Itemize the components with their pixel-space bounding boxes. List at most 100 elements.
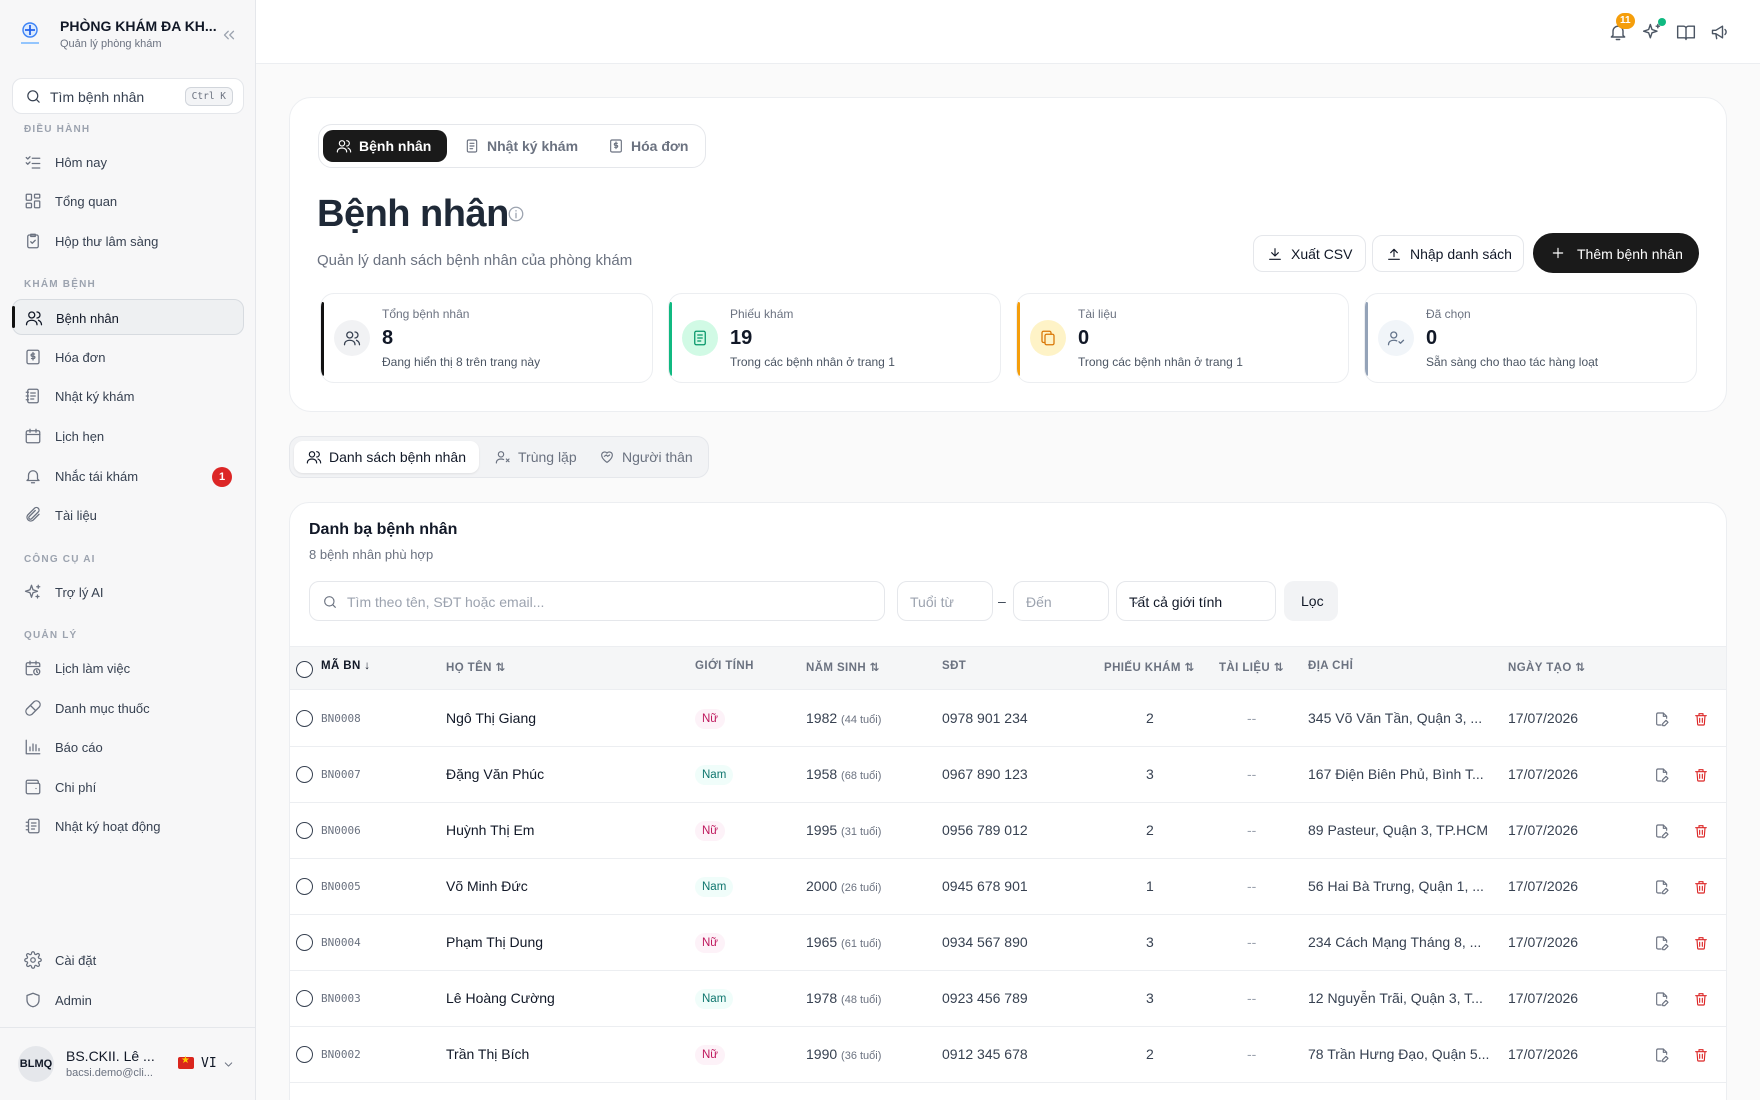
trash-icon[interactable] <box>1693 823 1709 839</box>
column-header-code[interactable]: MÃ BN ↓ <box>321 660 371 672</box>
edit-document-icon[interactable] <box>1654 711 1670 727</box>
sidebar-item-admin[interactable]: Admin <box>12 982 244 1018</box>
filter-button[interactable]: Lọc <box>1284 581 1338 621</box>
ai-sparkles-icon[interactable] <box>1642 22 1662 42</box>
sidebar-item-exam-log[interactable]: Nhật ký khám <box>12 378 244 414</box>
user-name[interactable]: BS.CKII. Lê ... <box>66 1048 155 1064</box>
tab-exam-log[interactable]: Nhật ký khám <box>451 130 591 162</box>
table-header <box>290 646 1726 690</box>
edit-document-icon[interactable] <box>1654 935 1670 951</box>
edit-document-icon[interactable] <box>1654 1047 1670 1063</box>
sidebar-item-today[interactable]: Hôm nay <box>12 144 244 180</box>
patient-name[interactable]: Trần Thị Bích <box>446 1046 530 1062</box>
edit-document-icon[interactable] <box>1654 879 1670 895</box>
birth-year: 1982 (44 tuổi) <box>806 710 881 726</box>
sidebar-item-label: Hộp thư lâm sàng <box>55 234 159 249</box>
tab-patient-list[interactable]: Danh sách bệnh nhân <box>294 441 479 473</box>
tab-patients[interactable]: Bệnh nhân <box>323 130 447 162</box>
sidebar-item-reports[interactable]: Báo cáo <box>12 729 244 765</box>
search-input[interactable]: Tìm theo tên, SĐT hoặc email... <box>309 581 885 621</box>
trash-icon[interactable] <box>1693 1047 1709 1063</box>
column-header-birth-year[interactable]: NĂM SINH ⇅ <box>806 662 880 674</box>
edit-document-icon[interactable] <box>1654 823 1670 839</box>
patient-code: BN0004 <box>321 936 361 949</box>
table-row[interactable] <box>290 747 1726 803</box>
sidebar-item-work-schedule[interactable]: Lịch làm việc <box>12 650 244 686</box>
column-header-documents[interactable]: TÀI LIỆU ⇅ <box>1219 662 1284 674</box>
patient-name[interactable]: Phạm Thị Dung <box>446 934 544 950</box>
wallet-icon <box>25 779 41 795</box>
row-checkbox[interactable] <box>296 766 313 783</box>
sidebar-item-follow-up-reminders[interactable]: Nhắc tái khám 1 <box>12 458 244 494</box>
avatar[interactable]: BLMQ <box>18 1046 54 1082</box>
document-count: -- <box>1247 766 1257 782</box>
table-row[interactable] <box>290 859 1726 915</box>
gender-badge: Nam <box>695 765 734 785</box>
language-switcher[interactable]: VI <box>178 1054 238 1074</box>
gender-badge: Nam <box>695 877 734 897</box>
trash-icon[interactable] <box>1693 879 1709 895</box>
sidebar-item-expenses[interactable]: Chi phí <box>12 769 244 805</box>
patient-name[interactable]: Huỳnh Thị Em <box>446 822 535 838</box>
gender-select[interactable]: Tất cả giới tính <box>1116 581 1276 621</box>
notification-count-badge: 11 <box>1616 13 1635 29</box>
tab-relatives[interactable]: Người thân <box>587 441 705 473</box>
patient-name[interactable]: Võ Minh Đức <box>446 878 528 894</box>
row-checkbox[interactable] <box>296 710 313 727</box>
info-icon[interactable] <box>507 205 525 223</box>
patient-name[interactable]: Lê Hoàng Cường <box>446 990 555 1006</box>
brand[interactable]: PHÒNG KHÁM ĐA KH... Quản lý phòng khám <box>16 18 246 54</box>
table-row[interactable] <box>290 915 1726 971</box>
column-header-visits[interactable]: PHIẾU KHÁM ⇅ <box>1104 662 1195 674</box>
column-header-label: TÀI LIỆU <box>1219 662 1271 674</box>
section-label-management: QUẢN LÝ <box>24 630 78 641</box>
table-row[interactable] <box>290 803 1726 859</box>
megaphone-icon[interactable] <box>1710 22 1730 42</box>
sidebar-item-drug-catalog[interactable]: Danh mục thuốc <box>12 690 244 726</box>
book-open-icon[interactable] <box>1676 22 1696 42</box>
trash-icon[interactable] <box>1693 711 1709 727</box>
paperclip-icon <box>26 506 40 522</box>
sidebar-item-invoices[interactable]: Hóa đơn <box>12 339 244 375</box>
row-checkbox[interactable] <box>296 878 313 895</box>
pill-icon <box>25 700 41 716</box>
import-list-button[interactable]: Nhập danh sách <box>1372 235 1524 272</box>
edit-document-icon[interactable] <box>1654 991 1670 1007</box>
patient-name[interactable]: Đặng Văn Phúc <box>446 766 545 782</box>
row-checkbox[interactable] <box>296 822 313 839</box>
sidebar-item-appointments[interactable]: Lịch hẹn <box>12 418 244 454</box>
age-from-input[interactable]: Tuổi từ <box>897 581 993 621</box>
column-header-label: NGÀY TẠO <box>1508 662 1572 674</box>
tab-invoices[interactable]: Hóa đơn <box>595 130 701 162</box>
edit-document-icon[interactable] <box>1654 767 1670 783</box>
table-row[interactable] <box>290 691 1726 747</box>
visit-count: 3 <box>1146 990 1154 1006</box>
trash-icon[interactable] <box>1693 935 1709 951</box>
column-header-name[interactable]: HỌ TÊN ⇅ <box>446 662 506 674</box>
row-checkbox[interactable] <box>296 990 313 1007</box>
button-label: Thêm bệnh nhân <box>1577 246 1683 262</box>
column-header-created[interactable]: NGÀY TẠO ⇅ <box>1508 662 1586 674</box>
age-to-input[interactable]: Đến <box>1013 581 1109 621</box>
sidebar-item-overview[interactable]: Tổng quan <box>12 183 244 219</box>
add-patient-button[interactable]: Thêm bệnh nhân <box>1533 233 1699 273</box>
sidebar-item-activity-log[interactable]: Nhật ký hoạt động <box>12 808 244 844</box>
patient-search-button[interactable]: Tìm bệnh nhân Ctrl K <box>12 78 244 114</box>
sidebar-item-settings[interactable]: Cài đặt <box>12 942 244 978</box>
table-row[interactable] <box>290 971 1726 1027</box>
sidebar-item-ai-assistant[interactable]: Trợ lý AI <box>12 574 244 610</box>
row-checkbox[interactable] <box>296 934 313 951</box>
button-label: Lọc <box>1301 593 1324 609</box>
collapse-sidebar-icon[interactable] <box>220 26 238 44</box>
table-row[interactable] <box>290 1027 1726 1083</box>
export-csv-button[interactable]: Xuất CSV <box>1253 235 1366 272</box>
trash-icon[interactable] <box>1693 991 1709 1007</box>
sidebar-item-patients[interactable]: Bệnh nhân <box>12 299 244 335</box>
tab-duplicates[interactable]: Trùng lặp <box>483 441 583 473</box>
select-all-checkbox[interactable] <box>296 661 313 678</box>
row-checkbox[interactable] <box>296 1046 313 1063</box>
sidebar-item-documents[interactable]: Tài liệu <box>12 497 244 533</box>
patient-name[interactable]: Ngô Thị Giang <box>446 710 537 726</box>
trash-icon[interactable] <box>1693 767 1709 783</box>
sidebar-item-clinical-inbox[interactable]: Hộp thư lâm sàng <box>12 223 244 259</box>
